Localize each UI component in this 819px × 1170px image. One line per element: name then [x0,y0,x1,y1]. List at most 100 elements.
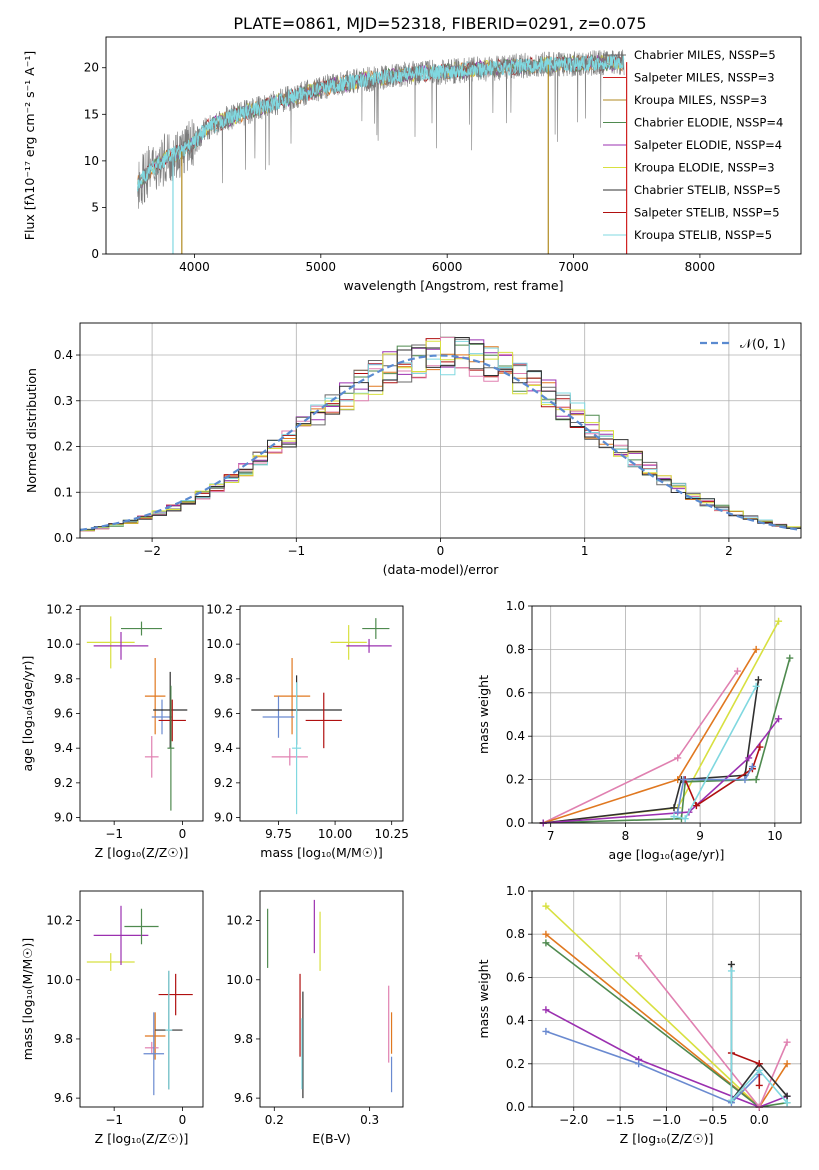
y-tick-label: 9.6 [54,1091,73,1105]
histogram-step-line [80,337,801,531]
y-tick-label: 10.0 [206,637,233,651]
axes-frame [259,890,404,1108]
figure-title: PLATE=0861, MJD=52318, FIBERID=0291, z=0… [233,14,646,33]
axes-frame [79,605,204,822]
y-tick-label: 0 [91,247,99,261]
data-point-marker [756,743,764,751]
y-tick-label: 0.0 [506,1100,525,1114]
axes-frame [79,322,802,539]
x-tick-label: 0 [437,544,445,558]
data-point-marker [680,776,688,784]
y-tick-label: 10.2 [46,602,73,616]
mass-weight-series-line [542,670,739,824]
y-tick-label: 9.8 [54,1032,73,1046]
mass-weight-series-line [676,766,754,813]
data-point-marker [635,1060,643,1068]
x-tick-label: 5000 [306,260,337,274]
mass-weight-series-line [545,905,760,1108]
x-tick-label: 0 [179,1113,187,1127]
y-tick-label: 10.2 [226,914,253,928]
y-axis-label: Flux [fλ10⁻¹⁷ erg cm⁻² s⁻¹ A⁻¹] [22,51,37,240]
data-point-marker [754,676,762,684]
x-tick-label: 7 [547,829,555,843]
data-point-marker [674,808,682,816]
legend-label: Kroupa ELODIE, NSSP=3 [634,161,775,175]
mass-weight-series-line [543,657,791,824]
legend-label: Salpeter MILES, NSSP=3 [634,71,775,85]
y-tick-label: 10.0 [46,637,73,651]
y-tick-label: 10.0 [46,973,73,987]
data-point-marker [727,967,735,975]
y-tick-label: 9.0 [54,811,73,825]
mass-weight-series-line [684,746,761,807]
y-tick-label: 0.8 [506,927,525,941]
x-tick-label: −1 [105,1113,123,1127]
y-tick-label: 10.0 [226,973,253,987]
data-point-marker [542,939,550,947]
y-tick-label: 9.8 [214,672,233,686]
spectrum-panel: 4000 5000 6000 7000 8000 0 5 10 15 20 wavelength [… [22,36,802,293]
data-point-marker [755,1060,763,1068]
x-tick-label: 8 [622,829,630,843]
legend-label: 𝒩(0, 1) [740,336,786,351]
y-tick-label: 9.8 [54,672,73,686]
data-point-marker [752,682,760,690]
x-axis-label: mass [log₁₀(M/M☉)] [260,845,382,860]
data-point-marker [783,1038,791,1046]
legend-label: Salpeter ELODIE, NSSP=4 [634,138,782,152]
legend-label: Chabrier MILES, NSSP=5 [634,48,776,62]
mass-vs-extinction-panel: 0.2 0.3 9.6 9.8 10.0 10.2 E(B-V) [226,890,404,1146]
normal-curve [80,354,801,532]
axes-frame [105,36,802,255]
y-tick-label: 9.8 [234,1032,253,1046]
y-tick-label: 9.0 [214,811,233,825]
y-tick-label: 0.1 [54,485,73,499]
mass-weight-vs-metallicity-panel: −2.0 −1.5 −1.0 −0.5 0.0 0.0 0.2 0.4 0.6 0.8 1.0 Z [… [476,884,802,1146]
data-point-marker [542,902,550,910]
x-tick-label: −1 [287,544,305,558]
y-tick-label: 9.4 [214,741,233,755]
x-axis-label: Z [log₁₀(Z/Z☉)] [95,845,189,860]
x-tick-label: 0.2 [265,1113,284,1127]
x-tick-label: 9 [696,829,704,843]
data-point-marker [741,776,749,784]
y-tick-label: 0.4 [506,1014,525,1028]
y-tick-label: 10.2 [206,602,233,616]
x-tick-label: 4000 [179,260,210,274]
y-tick-label: 9.4 [54,741,73,755]
y-axis-label: mass weight [476,675,491,754]
data-point-marker [542,1006,550,1014]
y-tick-label: 0.2 [54,440,73,454]
y-axis-label: Normed distribution [24,368,39,493]
data-point-marker [670,812,678,820]
y-axis-label: mass [log₁₀(M/M☉)] [20,938,35,1060]
data-point-marker [752,645,760,653]
x-tick-label: 10.00 [318,827,352,841]
y-tick-label: 0.4 [506,729,525,743]
mass-weight-series-line [673,685,757,820]
data-point-marker [783,1099,791,1107]
y-axis-label: mass weight [476,959,491,1038]
x-axis-label: Z [log₁₀(Z/Z☉)] [620,1131,714,1146]
histograms [80,336,801,532]
age-vs-mass-panel: 9.75 10.00 10.25 9.0 9.2 9.4 9.6 9.8 10.0 10.2 mas… [206,602,409,860]
x-tick-label: −1 [105,827,123,841]
spectra [137,49,628,254]
x-axis-label: E(B-V) [312,1131,351,1146]
y-tick-label: 15 [84,107,99,121]
y-tick-label: 0.3 [54,394,73,408]
x-tick-label: 9.75 [265,827,292,841]
data-point-marker [542,1027,550,1035]
legend-label: Chabrier ELODIE, NSSP=4 [634,116,783,130]
data-point-marker [783,1060,791,1068]
y-tick-label: 9.2 [214,776,233,790]
y-tick-label: 0.2 [506,1057,525,1071]
data-point-marker [755,1081,763,1089]
x-tick-label: 10.25 [375,827,409,841]
mass-weight-series-line [545,1009,788,1108]
data-point-marker [542,930,550,938]
x-axis-label: wavelength [Angstrom, rest frame] [343,278,563,293]
x-tick-label: 0.3 [360,1113,379,1127]
data-point-marker [755,1066,763,1074]
